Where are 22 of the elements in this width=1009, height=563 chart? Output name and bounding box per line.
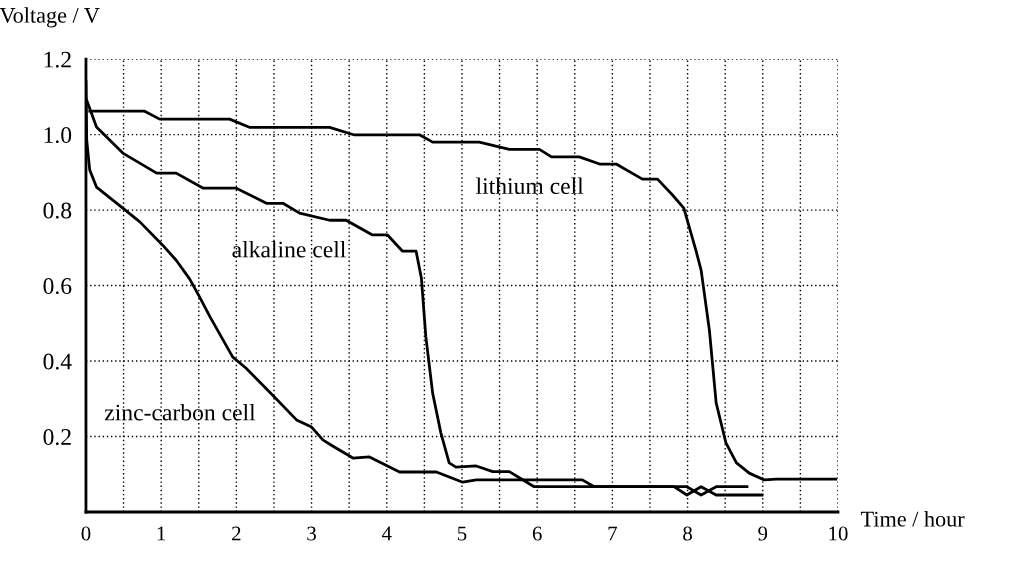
y-tick-label: 0.2 (43, 429, 71, 446)
x-tick-label: 3 (307, 526, 316, 541)
x-tick-label: 2 (232, 526, 241, 541)
annotation: zinc-carbon cell (104, 403, 256, 421)
x-tick-label: 8 (683, 526, 692, 541)
x-tick-label: 4 (381, 526, 392, 541)
x-tick-label: 0 (81, 526, 91, 541)
y-tick-label: 1.0 (44, 127, 72, 144)
annotation: lithium cell (476, 177, 584, 195)
y-tick-label: 0.6 (43, 278, 72, 295)
y-axis-title: Voltage / V (0, 7, 100, 28)
x-tick-label: 10 (829, 526, 848, 541)
annotation: alkaline cell (232, 240, 346, 258)
x-tick-label: 7 (608, 526, 617, 541)
x-axis-title: Time / hour (860, 510, 965, 527)
x-tick-label: 5 (457, 526, 467, 541)
y-tick-label: 1.2 (44, 51, 71, 68)
x-tick-label: 6 (532, 526, 542, 541)
y-tick-label: 0.8 (43, 202, 72, 219)
x-tick-label: 9 (758, 526, 768, 541)
y-tick-label: 0.4 (43, 353, 72, 370)
x-tick-label: 1 (157, 526, 166, 541)
